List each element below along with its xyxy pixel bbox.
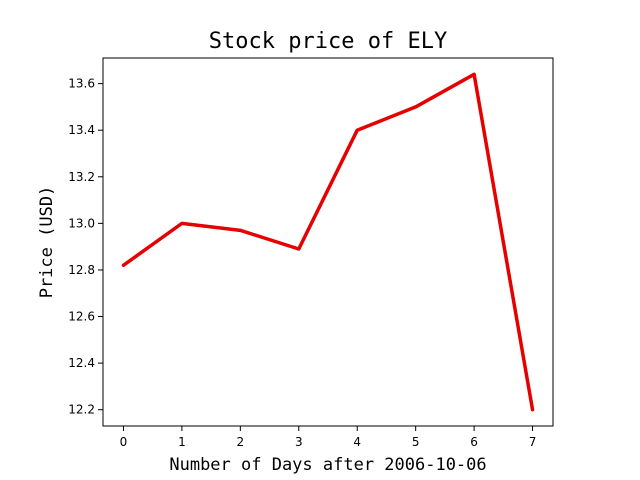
x-tick-label: 2 bbox=[237, 435, 245, 449]
series-group bbox=[121, 72, 535, 412]
y-tick-label: 13.4 bbox=[68, 123, 95, 137]
x-tick-label: 4 bbox=[353, 435, 361, 449]
y-tick-label: 12.8 bbox=[68, 263, 95, 277]
tick-group: 0 1 2 3 4 5 6 7 12.2 12.4 12.6 12.8 13.0 13.2 13.4 13.6 bbox=[68, 77, 536, 449]
chart-title: Stock price of ELY bbox=[209, 29, 447, 54]
x-tick-label: 6 bbox=[470, 435, 478, 449]
x-tick-label: 0 bbox=[120, 435, 128, 449]
y-tick-label: 13.6 bbox=[68, 77, 95, 91]
x-tick-label: 5 bbox=[412, 435, 420, 449]
y-tick-label: 13.0 bbox=[68, 216, 95, 230]
plot-frame bbox=[102, 57, 554, 427]
x-tick-label: 1 bbox=[178, 435, 186, 449]
y-tick-label: 12.6 bbox=[68, 310, 95, 324]
y-tick-label: 12.2 bbox=[68, 403, 95, 417]
x-tick-label: 7 bbox=[529, 435, 537, 449]
y-tick-label: 13.2 bbox=[68, 170, 95, 184]
x-tick-label: 3 bbox=[295, 435, 303, 449]
x-axis-label: Number of Days after 2006-10-06 bbox=[169, 455, 486, 475]
series-line bbox=[121, 72, 535, 412]
y-axis-label: Price (USD) bbox=[37, 186, 57, 299]
y-tick-label: 12.4 bbox=[68, 356, 95, 370]
